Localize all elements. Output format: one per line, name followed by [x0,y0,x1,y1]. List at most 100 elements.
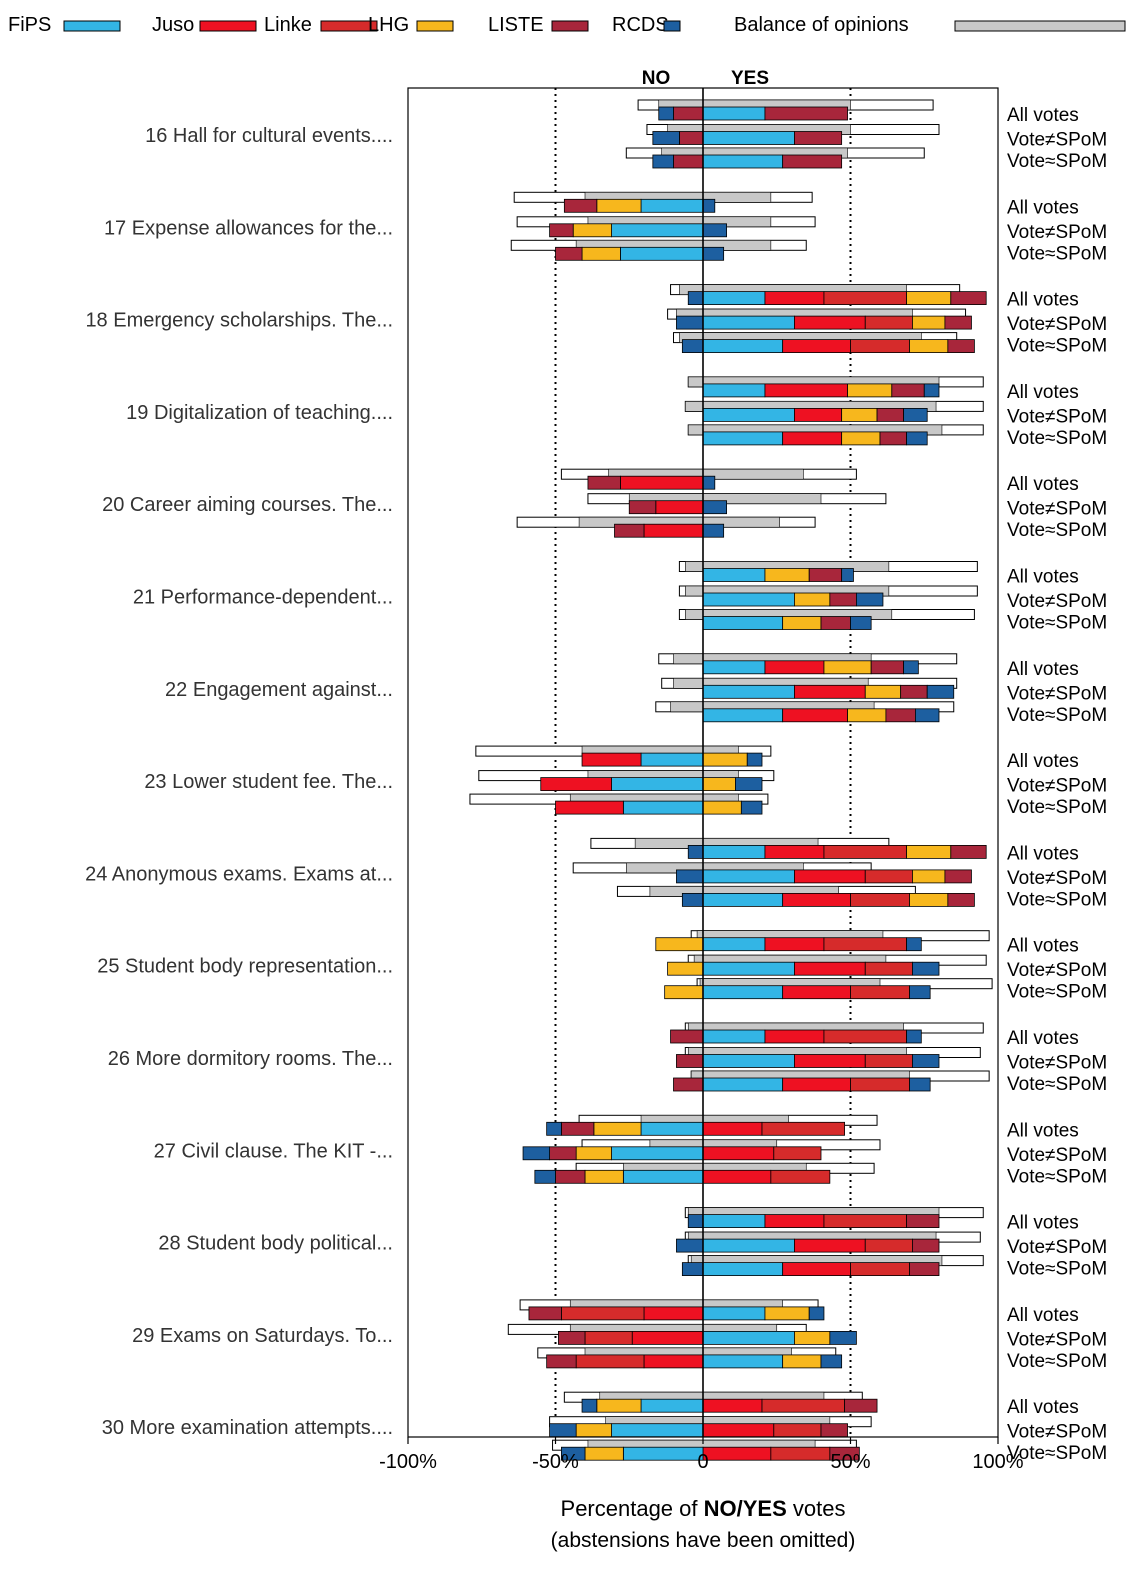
no-segment-rcds [561,1446,586,1461]
yes-segment-juso [782,985,851,1000]
x-tick-label: 0 [697,1451,708,1473]
no-segment-rcds [534,1169,556,1184]
x-tick-label: 50% [830,1451,870,1473]
row-label: Vote≈SPoM [1007,336,1107,357]
yes-segment-lhg [794,1331,831,1345]
yes-segment-fips [702,660,766,675]
yes-segment-rcds [746,752,763,767]
yes-segment-rcds [912,961,940,976]
no-segment-rcds [676,315,704,330]
no-segment-fips [640,1121,704,1136]
yes-segment-lhg [847,708,887,723]
legend-swatch [663,20,681,32]
row-label: All votes [1007,105,1079,126]
yes-segment-linke [770,1446,831,1461]
no-segment-juso [643,1306,704,1321]
no-segment-rcds [676,1238,704,1253]
yes-segment-fips [702,568,766,582]
legend-label: LISTE [488,14,544,36]
yes-segment-liste [879,431,907,446]
yes-segment-rcds [808,1306,825,1321]
yes-segment-juso [782,339,851,354]
legend-label: Linke [264,14,312,36]
no-segment-lhg [664,985,704,1000]
yes-segment-juso [764,291,825,306]
no-segment-fips [622,1169,704,1184]
yes-segment-linke [850,1077,910,1092]
no-segment-fips [611,1423,704,1438]
yes-segment-linke [773,1423,822,1438]
yes-segment-lhg [782,1354,822,1369]
row-label: All votes [1007,474,1079,495]
yes-segment-liste [891,383,925,398]
no-segment-liste [673,1077,704,1092]
yes-segment-fips [702,154,784,169]
no-segment-lhg [593,1121,642,1136]
yes-segment-liste [870,660,905,675]
no-segment-juso [643,1354,704,1369]
row-label: Vote≠SPoM [1007,591,1107,612]
bars [469,88,993,1461]
yes-segment-linke [864,869,913,884]
yes-segment-liste [820,616,851,630]
yes-segment-rcds [909,985,931,1000]
no-segment-linke [561,1306,645,1321]
no-segment-fips [611,223,704,238]
yes-segment-rcds [903,660,919,675]
no-segment-liste [555,1169,586,1184]
yes-segment-liste [794,131,843,145]
row-label: All votes [1007,290,1079,311]
yes-segment-liste [820,1423,848,1438]
no-segment-fips [640,752,704,767]
yes-segment-fips [702,592,795,607]
legend-swatch [954,20,1126,32]
no-segment-lhg [584,1169,624,1184]
row-label: All votes [1007,659,1079,680]
yes-segment-linke [823,1214,907,1228]
yes-segment-fips [702,315,795,330]
no-segment-fips [640,1398,704,1413]
yes-segment-lhg [702,800,742,815]
no-segment-liste [670,1029,704,1044]
yes-segment-rcds [915,708,940,723]
yes-segment-linke [761,1398,845,1413]
row-label: Vote≠SPoM [1007,1145,1107,1166]
no-segment-linke [584,1331,633,1345]
yes-segment-linke [850,893,910,907]
no-segment-lhg [575,1423,612,1438]
yes-segment-fips [702,1054,795,1068]
yes-segment-juso [782,431,843,446]
yes-segment-liste [900,684,928,699]
no-segment-liste [558,1331,586,1345]
row-label: Vote≠SPoM [1007,499,1107,520]
yes-segment-lhg [702,777,736,791]
yes-segment-linke [850,985,910,1000]
yes-segment-liste [947,893,975,907]
yes-segment-lhg [864,684,902,699]
row-label: Vote≠SPoM [1007,406,1107,427]
yes-segment-juso [702,1146,775,1161]
question-label: 29 Exams on Saturdays. To... [132,1325,393,1347]
yes-segment-rcds [906,937,922,952]
yes-segment-lhg [912,869,946,884]
no-segment-rcds [522,1146,550,1161]
no-segment-liste [549,223,574,238]
yes-segment-fips [702,684,795,699]
yes-segment-rcds [702,523,725,538]
no-segment-juso [643,523,704,538]
row-label: Vote≠SPoM [1007,222,1107,243]
yes-segment-juso [764,1214,825,1228]
legend-label: RCDS [612,14,669,36]
row-label: Vote≈SPoM [1007,705,1107,726]
yes-segment-rcds [702,198,716,213]
row-label: All votes [1007,1120,1079,1141]
no-segment-juso [540,777,612,791]
question-label: 27 Civil clause. The KIT -... [154,1140,393,1162]
no-segment-liste [549,1146,577,1161]
yes-segment-juso [702,1423,775,1438]
no-segment-rcds [652,154,674,169]
yes-segment-juso [794,684,866,699]
x-tick-label: -100% [379,1451,437,1473]
yes-segment-linke [864,315,913,330]
yes-segment-fips [702,1262,784,1276]
